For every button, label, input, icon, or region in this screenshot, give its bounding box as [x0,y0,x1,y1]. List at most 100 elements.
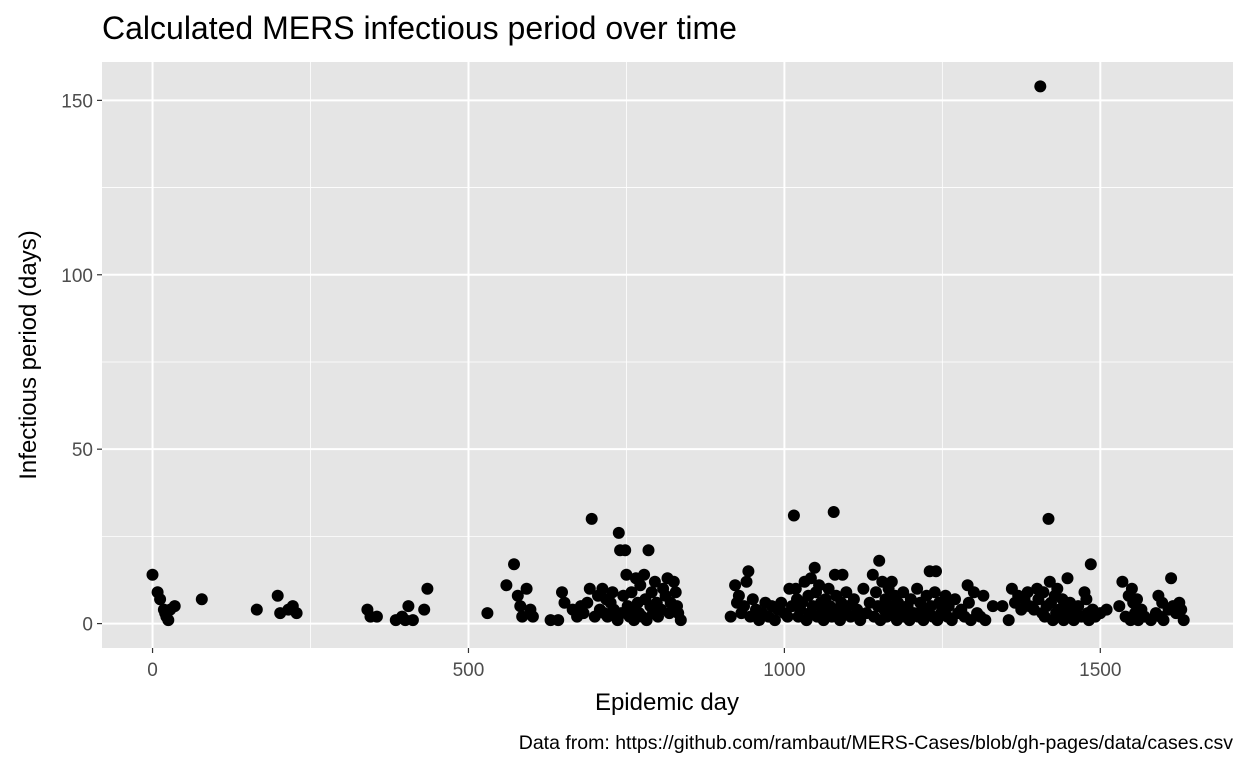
y-tick-label: 100 [61,266,93,287]
x-tick-label: 500 [453,660,485,681]
data-point [625,586,638,599]
data-point [619,544,632,557]
data-point [1157,614,1170,627]
data-point [768,614,781,627]
data-point [558,596,571,609]
data-point [746,593,759,606]
data-point [577,607,590,620]
data-point [667,575,680,588]
data-point [154,593,167,606]
data-point [870,586,882,599]
data-point [804,572,817,585]
data-point [897,586,910,599]
data-point [904,593,917,606]
data-source-caption: Data from: https://github.com/rambaut/ME… [519,732,1233,754]
data-point [928,586,941,599]
data-point [930,565,942,578]
data-point [1116,575,1129,588]
data-point [732,589,745,602]
data-point [1113,600,1126,613]
y-tick-label: 0 [82,615,93,636]
data-point [1042,512,1055,525]
data-point [738,600,750,613]
data-point [1034,80,1047,93]
x-axis-title: Epidemic day [595,689,739,716]
data-point [789,582,802,595]
data-point [612,526,625,539]
data-point [370,610,383,623]
data-point [724,610,737,623]
data-point [962,596,975,609]
data-point [1177,614,1190,627]
data-point [648,575,661,588]
data-point [1165,572,1178,585]
data-point [500,579,513,592]
data-point [781,610,794,623]
data-point [827,506,840,518]
data-point [669,586,682,599]
data-point [645,586,658,599]
data-point [911,582,924,595]
data-point [873,554,886,567]
data-point [986,600,999,613]
x-tick-label: 0 [147,660,158,681]
data-point [847,593,860,606]
data-point [526,610,539,623]
data-point [195,593,208,606]
data-point [581,596,594,609]
data-point [168,600,181,613]
y-tick-label: 150 [61,91,93,112]
y-tick-labels: 0 50 100 150 [61,91,93,635]
data-point [1125,582,1138,595]
data-point [1175,603,1188,616]
data-point [1021,586,1034,599]
data-point [620,568,633,581]
data-point [813,579,826,592]
data-point [996,600,1009,613]
data-point [979,614,992,627]
y-tick-label: 50 [72,440,93,461]
x-tick-labels: 0 500 1000 1500 [147,660,1121,681]
data-point [1100,603,1113,616]
data-point [508,558,520,571]
data-point [162,614,175,627]
plot-panel [102,62,1233,648]
data-point [402,600,415,613]
data-point [514,600,527,613]
data-point [638,568,651,581]
data-point [418,603,431,616]
data-point [885,575,898,588]
data-point [840,586,853,599]
minor-gridlines [102,62,1233,648]
data-point [552,614,565,627]
x-tick-label: 1000 [763,660,805,681]
data-point [857,582,870,595]
data-point [1072,600,1085,613]
data-point [851,603,864,616]
data-point [520,582,533,595]
data-point [866,568,879,581]
data-point [729,579,742,592]
data-point [808,561,821,574]
x-tick-label: 1500 [1079,660,1121,681]
axis-ticks [97,99,1101,653]
y-axis-title: Infectious period (days) [15,230,42,479]
data-point [1051,582,1064,595]
data-point [674,614,687,627]
data-point [1043,575,1056,588]
major-gridlines [102,62,1233,648]
data-point [939,589,952,602]
data-point [583,582,596,595]
data-point [787,509,800,522]
data-point [642,544,655,557]
data-point [556,586,568,599]
data-point [606,586,619,599]
data-point [836,568,849,581]
data-point [250,603,263,616]
data-point [146,568,159,581]
data-point [511,589,524,602]
data-point [1131,593,1143,606]
data-point [421,582,434,595]
data-point [585,512,598,525]
